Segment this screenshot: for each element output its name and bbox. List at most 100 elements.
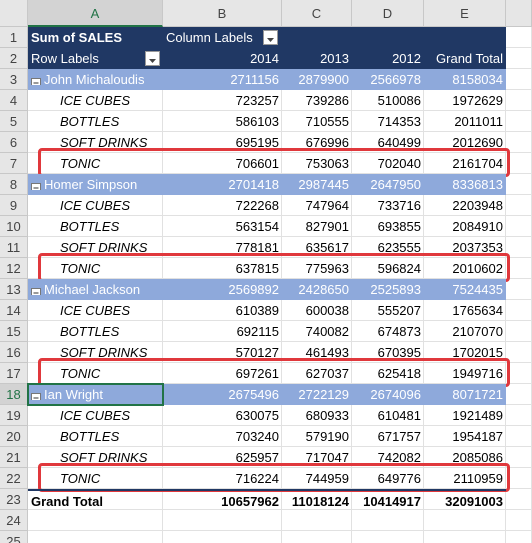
grand-total-value: 11018124 [282,489,352,510]
collapse-button[interactable] [31,389,42,400]
row-header[interactable]: 1 [0,27,28,48]
item-value: 680933 [305,408,349,423]
column-header[interactable]: B [163,0,282,27]
column-header [506,0,532,27]
row-header[interactable]: 14 [0,300,28,321]
cell [282,426,352,447]
cell [28,153,163,174]
item-value: 753063 [305,156,349,171]
item-value: 697261 [235,366,279,381]
row-header[interactable]: 11 [0,237,28,258]
group-label: Michael Jackson [28,279,163,300]
row-header[interactable]: 20 [0,426,28,447]
item-value: 716224 [235,471,279,486]
item-value: 695195 [235,135,279,150]
cell [506,237,532,258]
item-value: 579190 [305,429,349,444]
cell [163,216,282,237]
row-header[interactable]: 6 [0,132,28,153]
cell [352,489,424,510]
cell [28,258,163,279]
item-value: 635617 [305,240,349,255]
row-header[interactable]: 10 [0,216,28,237]
group-value: 8071721 [424,384,506,405]
row-header[interactable]: 13 [0,279,28,300]
selected-cell [27,383,164,406]
cell [163,300,282,321]
cell [352,216,424,237]
item-value: 670395 [377,345,421,360]
cell [163,258,282,279]
row-header[interactable]: 23 [0,489,28,510]
row-header[interactable]: 12 [0,258,28,279]
cell [28,132,163,153]
cell [352,111,424,132]
row-header[interactable]: 15 [0,321,28,342]
cell [28,531,163,543]
row-header[interactable]: 19 [0,405,28,426]
group-value: 2647950 [352,174,424,195]
row-header[interactable]: 3 [0,69,28,90]
item-value: 706601 [235,156,279,171]
row-header[interactable]: 16 [0,342,28,363]
cell [424,342,506,363]
cell [163,426,282,447]
filter-button[interactable] [263,30,278,45]
column-header[interactable]: E [424,0,506,27]
item-value: 630075 [235,408,279,423]
row-header[interactable]: 22 [0,468,28,489]
item-label: BOTTLES [60,114,120,129]
item-value: 747964 [305,198,349,213]
cell [506,90,532,111]
group-value: 2722129 [282,384,352,405]
row-header[interactable]: 21 [0,447,28,468]
row-header[interactable]: 5 [0,111,28,132]
column-header[interactable]: A [28,0,163,27]
column-header[interactable]: D [352,0,424,27]
cell [506,300,532,321]
item-value: 1954187 [452,429,503,444]
row-header[interactable]: 2 [0,48,28,69]
cell [282,111,352,132]
row-header[interactable]: 9 [0,195,28,216]
cell [506,510,532,531]
cell [506,27,532,48]
group-value: 2711156 [163,69,282,90]
row-header[interactable]: 4 [0,90,28,111]
cell [163,405,282,426]
item-value: 2037353 [452,240,503,255]
group-value: 7524435 [424,279,506,300]
collapse-button[interactable] [31,179,42,190]
cell [506,531,532,543]
row-header[interactable]: 17 [0,363,28,384]
cell [424,468,506,489]
row-header[interactable]: 25 [0,531,28,543]
cell [163,510,282,531]
cell [163,153,282,174]
item-value: 703240 [235,429,279,444]
item-value: 625418 [377,366,421,381]
cell [163,447,282,468]
row-header[interactable]: 8 [0,174,28,195]
group-value: 2879900 [282,69,352,90]
cell [424,447,506,468]
item-value: 702040 [377,156,421,171]
cell [424,153,506,174]
cell [424,489,506,510]
collapse-button[interactable] [31,74,42,85]
cell [424,237,506,258]
collapse-button[interactable] [31,284,42,295]
row-header[interactable]: 18 [0,384,28,405]
group-value: 8336813 [424,174,506,195]
filter-button[interactable] [145,51,160,66]
row-header[interactable]: 24 [0,510,28,531]
cell [163,321,282,342]
highlight-box [38,253,510,282]
cell [28,90,163,111]
item-value: 714353 [377,114,421,129]
column-header[interactable]: C [282,0,352,27]
grand-total-value: 10414917 [352,489,424,510]
row-header[interactable]: 7 [0,153,28,174]
cell [28,468,163,489]
cell [282,531,352,543]
